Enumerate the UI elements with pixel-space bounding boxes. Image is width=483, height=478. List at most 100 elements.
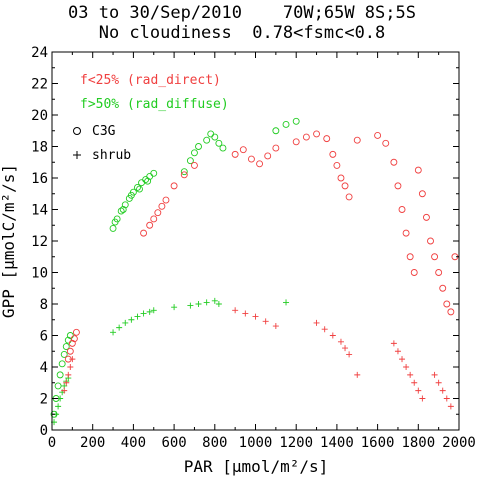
legend: f<25% (rad_direct) f>50% (rad_diffuse) C… bbox=[73, 73, 229, 163]
shrub-point bbox=[171, 304, 178, 311]
c3g-point bbox=[427, 237, 434, 245]
c3g-point bbox=[272, 127, 280, 135]
shrub-point bbox=[447, 403, 454, 410]
chart-title-line2: No cloudiness 0.78<fsmc<0.8 bbox=[99, 23, 386, 43]
c3g-point bbox=[272, 144, 280, 152]
y-tick-label: 18 bbox=[31, 140, 48, 156]
shrub-point bbox=[122, 319, 129, 326]
c3g-point bbox=[390, 158, 398, 166]
shrub-point bbox=[435, 379, 442, 386]
c3g-point bbox=[150, 169, 158, 177]
c3g-point bbox=[418, 190, 426, 198]
shrub-point bbox=[67, 364, 74, 370]
c3g-point bbox=[215, 139, 223, 147]
c3g-point bbox=[394, 182, 402, 190]
c3g-point bbox=[247, 155, 255, 163]
legend-c3g-marker bbox=[73, 127, 81, 135]
c3g-point bbox=[207, 130, 215, 138]
shrub-point bbox=[252, 313, 259, 320]
c3g-point bbox=[195, 143, 202, 150]
c3g-point bbox=[72, 328, 80, 336]
x-tick-label: 0 bbox=[48, 435, 56, 451]
x-tick-label: 1600 bbox=[361, 435, 395, 451]
legend-shrub: shrub bbox=[92, 148, 131, 163]
c3g-point bbox=[158, 202, 166, 210]
c3g-point bbox=[154, 209, 162, 217]
y-tick-label: 16 bbox=[31, 171, 48, 187]
y-tick-label: 0 bbox=[40, 423, 48, 439]
y-tick-label: 10 bbox=[31, 266, 48, 282]
c3g-point bbox=[292, 117, 300, 125]
shrub-point bbox=[272, 323, 279, 330]
c3g-point bbox=[302, 133, 310, 141]
shrub-point bbox=[342, 345, 349, 352]
shrub-point bbox=[337, 338, 344, 345]
data-points bbox=[50, 117, 459, 426]
y-tick-label: 22 bbox=[31, 77, 48, 93]
x-tick-label: 800 bbox=[202, 435, 227, 451]
shrub-point bbox=[403, 364, 410, 370]
y-axis-label: GPP [μmolC/m²/s] bbox=[0, 164, 18, 318]
c3g-point bbox=[144, 177, 152, 185]
shrub-point bbox=[232, 307, 239, 314]
shrub-point bbox=[415, 387, 422, 394]
shrub-point bbox=[134, 313, 141, 320]
c3g-point bbox=[146, 221, 154, 229]
c3g-point bbox=[56, 371, 64, 379]
c3g-point bbox=[414, 166, 422, 174]
c3g-point bbox=[68, 339, 76, 347]
x-tick-label: 400 bbox=[121, 435, 146, 451]
c3g-point bbox=[382, 139, 390, 147]
c3g-point bbox=[117, 207, 125, 215]
shrub-point bbox=[116, 324, 123, 331]
c3g-point bbox=[111, 218, 119, 226]
shrub-point bbox=[140, 310, 147, 317]
c3g-point bbox=[345, 193, 353, 201]
legend-shrub-marker bbox=[73, 151, 81, 159]
x-tick-label: 1800 bbox=[401, 435, 435, 451]
shrub-point bbox=[283, 299, 290, 306]
c3g-point bbox=[439, 284, 447, 292]
c3g-point bbox=[58, 360, 66, 368]
shrub-point bbox=[411, 379, 418, 386]
shrub-point bbox=[390, 340, 397, 347]
shrub-point bbox=[394, 348, 401, 355]
c3g-point bbox=[136, 185, 143, 193]
c3g-point bbox=[180, 168, 188, 176]
shrub-point bbox=[65, 371, 72, 378]
y-tick-label: 6 bbox=[40, 329, 48, 345]
c3g-point bbox=[374, 132, 382, 139]
y-tick-label: 20 bbox=[31, 108, 48, 124]
x-axis-label: PAR [μmol/m²/s] bbox=[184, 457, 329, 476]
axis-ticks bbox=[51, 51, 460, 431]
shrub-point bbox=[146, 308, 153, 315]
c3g-point bbox=[239, 146, 247, 154]
shrub-point bbox=[439, 387, 446, 394]
x-tick-label: 2000 bbox=[442, 435, 476, 451]
c3g-point bbox=[150, 215, 158, 223]
c3g-point bbox=[190, 149, 198, 157]
shrub-point bbox=[242, 310, 249, 317]
x-tick-label: 600 bbox=[161, 435, 186, 451]
shrub-point bbox=[110, 329, 117, 336]
legend-direct: f<25% (rad_direct) bbox=[80, 73, 221, 88]
shrub-point bbox=[354, 371, 361, 378]
c3g-point bbox=[138, 179, 145, 187]
shrub-point bbox=[195, 301, 202, 307]
c3g-point bbox=[127, 191, 135, 199]
c3g-point bbox=[447, 308, 455, 316]
shrub-point bbox=[329, 332, 336, 339]
c3g-point bbox=[121, 201, 129, 209]
c3g-point bbox=[406, 253, 414, 261]
y-tick-label: 8 bbox=[40, 297, 48, 313]
y-tick-label: 4 bbox=[40, 360, 48, 376]
shrub-point bbox=[128, 316, 135, 323]
c3g-point bbox=[435, 269, 443, 276]
c3g-point bbox=[211, 133, 219, 141]
shrub-point bbox=[321, 326, 328, 333]
c3g-point bbox=[264, 152, 272, 160]
shrub-point bbox=[313, 319, 320, 326]
c3g-point bbox=[60, 350, 68, 358]
